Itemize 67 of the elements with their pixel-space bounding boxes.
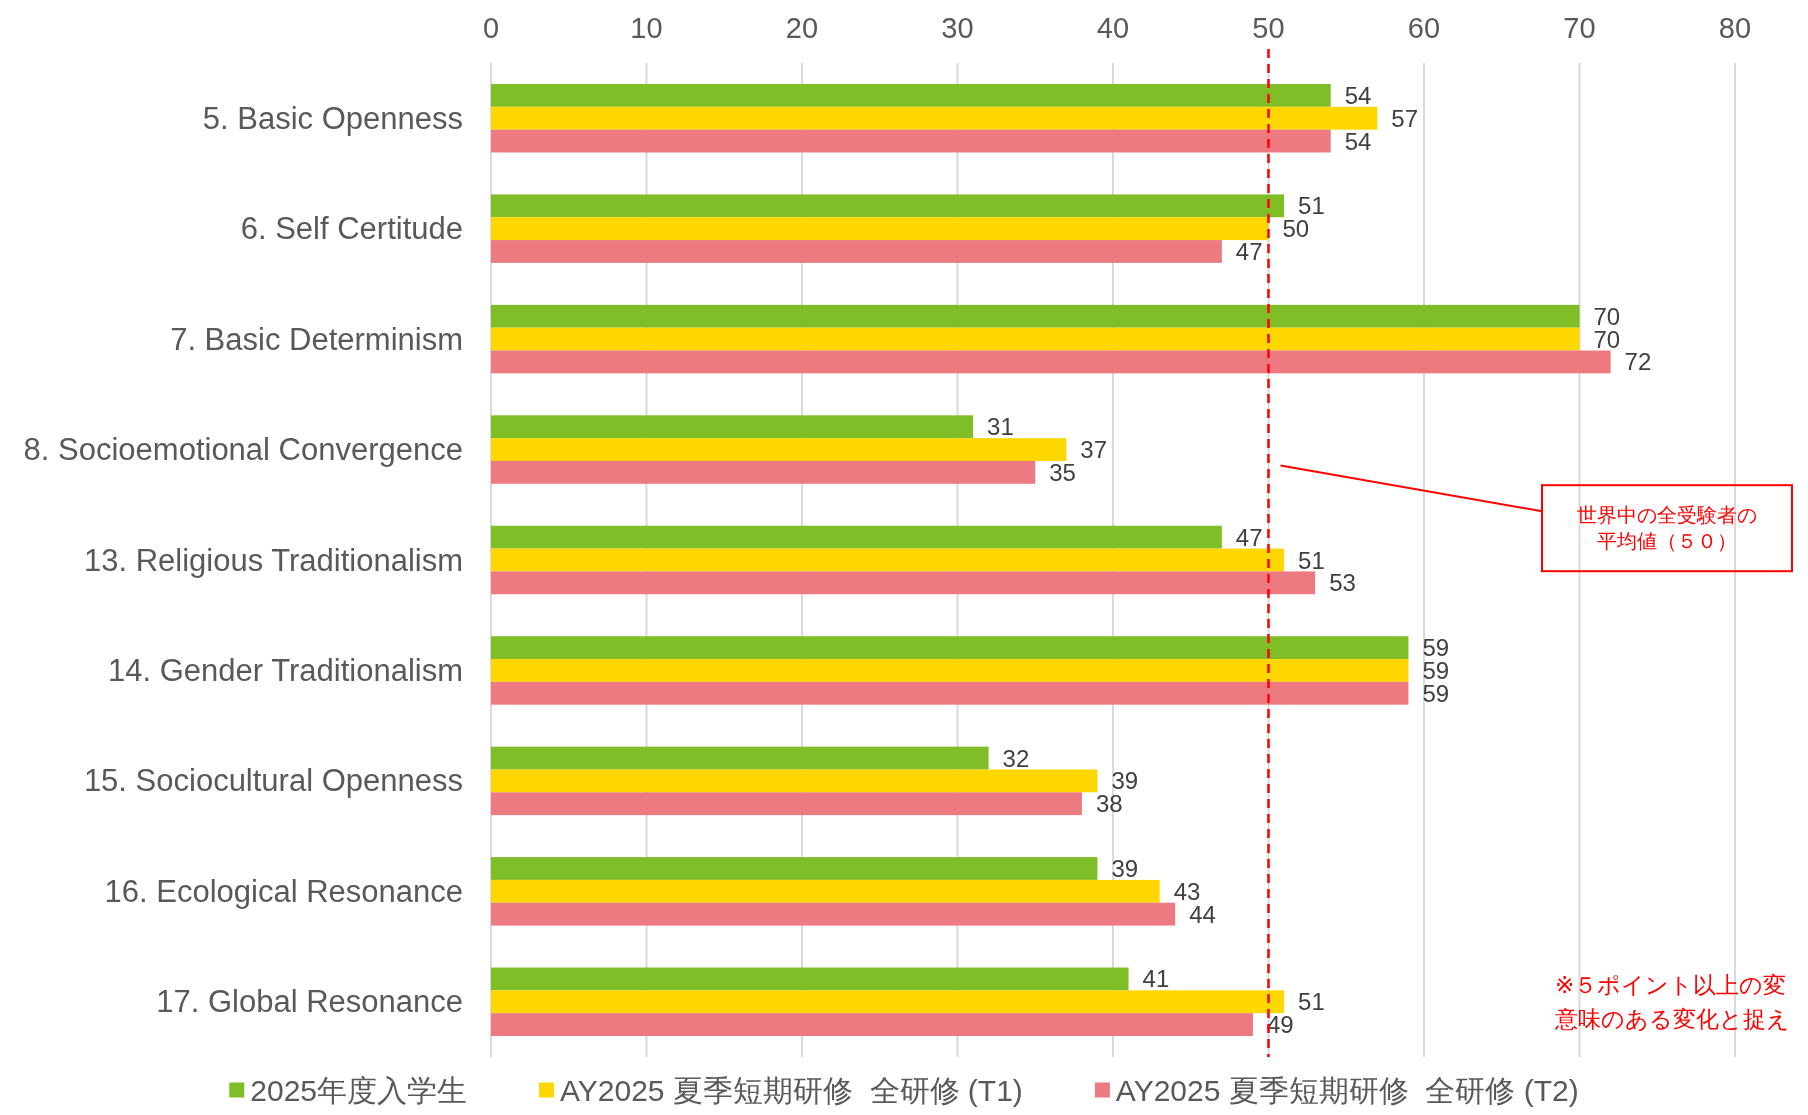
data-label: 57 [1391,104,1419,132]
data-label: 53 [1329,569,1356,597]
data-label: 32 [1002,744,1030,772]
x-tick-label: 10 [630,12,663,44]
bar [491,415,974,439]
bar [491,217,1269,241]
x-tick-label: 20 [785,12,819,44]
data-label: 31 [987,413,1014,441]
bar [491,460,1036,484]
bar [491,106,1378,130]
bar [491,129,1331,153]
y-tick-label: 6. Self Certitude [240,211,463,247]
x-tick-label: 50 [1252,12,1285,44]
x-tick-label: 40 [1096,12,1130,44]
bar [491,769,1098,793]
bar [491,636,1409,660]
y-tick-label: 8. Socioemotional Convergence [23,432,463,468]
bar [491,194,1285,218]
data-label: 47 [1235,523,1263,551]
bar [491,967,1129,991]
data-label: 47 [1235,237,1263,265]
y-tick-label: 15. Sociocultural Openness [83,763,463,799]
data-label: 72 [1624,348,1652,376]
bar [491,857,1098,880]
legend-label: 2025年度入学生 [250,1073,468,1107]
bar [491,902,1176,926]
bar [491,83,1331,107]
bar [491,879,1160,903]
data-label: 51 [1298,546,1325,574]
x-tick-label: 0 [482,12,500,44]
x-tick-label: 80 [1718,12,1752,44]
y-tick-label: 13. Religious Traditionalism [83,542,463,578]
data-label: 37 [1080,436,1108,464]
bar [491,746,989,770]
y-tick-label: 5. Basic Openness [202,100,463,136]
data-label: 49 [1266,1011,1294,1039]
bar [491,571,1316,595]
x-tick-label: 70 [1563,12,1596,44]
bar [491,990,1285,1014]
legend-label: AY2025 夏季短期研修 全研修 (T2) [1115,1073,1579,1107]
bar [491,525,1222,549]
bar [491,681,1409,705]
data-label: 35 [1049,458,1076,486]
legend-label: AY2025 夏季短期研修 全研修 (T1) [560,1073,1023,1107]
data-label: 54 [1344,127,1372,155]
bar [491,1013,1253,1037]
x-tick-label: 60 [1407,12,1441,44]
y-tick-label: 14. Gender Traditionalism [108,652,463,688]
bar [491,240,1222,263]
y-tick-label: 7. Basic Determinism [170,321,463,357]
annotation: 意味のある変化と捉え [1554,1006,1790,1032]
bar [491,659,1409,682]
data-label: 51 [1298,988,1325,1016]
data-label: 41 [1142,965,1170,993]
bar [491,350,1611,374]
x-tick-label: 30 [941,12,974,44]
y-tick-label: 17. Global Resonance [156,984,463,1020]
bar [491,792,1082,816]
y-tick-label: 16. Ecological Resonance [104,873,463,909]
annotation: ※５ポイント以上の変 [1555,972,1787,998]
data-label: 54 [1344,81,1372,109]
bar [491,304,1580,328]
bar [491,327,1580,351]
data-label: 39 [1111,855,1139,883]
ref-line-label: 世界中の全受験者の平均値（５０） [1577,504,1757,553]
bar [491,548,1285,572]
bar [491,438,1067,461]
